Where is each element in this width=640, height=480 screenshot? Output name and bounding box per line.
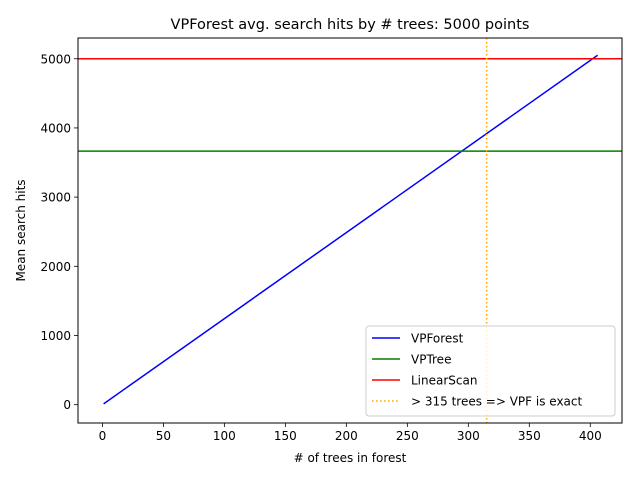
- legend-label-vptree: VPTree: [411, 353, 451, 367]
- legend: VPForest VPTree LinearScan > 315 trees => V…: [365, 325, 616, 417]
- y-tick-label: 4000: [40, 121, 71, 135]
- y-axis: 0 1000 2000 3000 4000 5000: [40, 52, 78, 412]
- series-line-vpforest: [103, 54, 599, 405]
- x-tick-label: 300: [457, 429, 480, 443]
- x-tick-label: 0: [99, 429, 107, 443]
- x-axis: 0 50 100 150 200 250 300 350 400: [99, 423, 602, 443]
- y-axis-label: Mean search hits: [14, 179, 28, 281]
- y-tick-label: 2000: [40, 260, 71, 274]
- legend-label-vpforest: VPForest: [411, 332, 464, 346]
- y-tick-label: 5000: [40, 52, 71, 66]
- x-tick-label: 200: [335, 429, 358, 443]
- chart-title: VPForest avg. search hits by # trees: 50…: [171, 17, 530, 33]
- x-tick-label: 400: [579, 429, 602, 443]
- y-tick-label: 0: [63, 398, 71, 412]
- x-tick-label: 350: [518, 429, 541, 443]
- x-tick-label: 150: [274, 429, 297, 443]
- x-tick-label: 100: [213, 429, 236, 443]
- x-axis-label: # of trees in forest: [294, 451, 407, 465]
- x-tick-label: 50: [156, 429, 171, 443]
- legend-label-linearscan: LinearScan: [411, 374, 477, 388]
- y-tick-label: 3000: [40, 191, 71, 205]
- legend-label-315-trees-vpf-is-exact: > 315 trees => VPF is exact: [411, 395, 583, 409]
- y-tick-label: 1000: [40, 329, 71, 343]
- plot-frame: [77, 37, 623, 424]
- x-tick-label: 250: [396, 429, 419, 443]
- legend-box: [365, 325, 616, 417]
